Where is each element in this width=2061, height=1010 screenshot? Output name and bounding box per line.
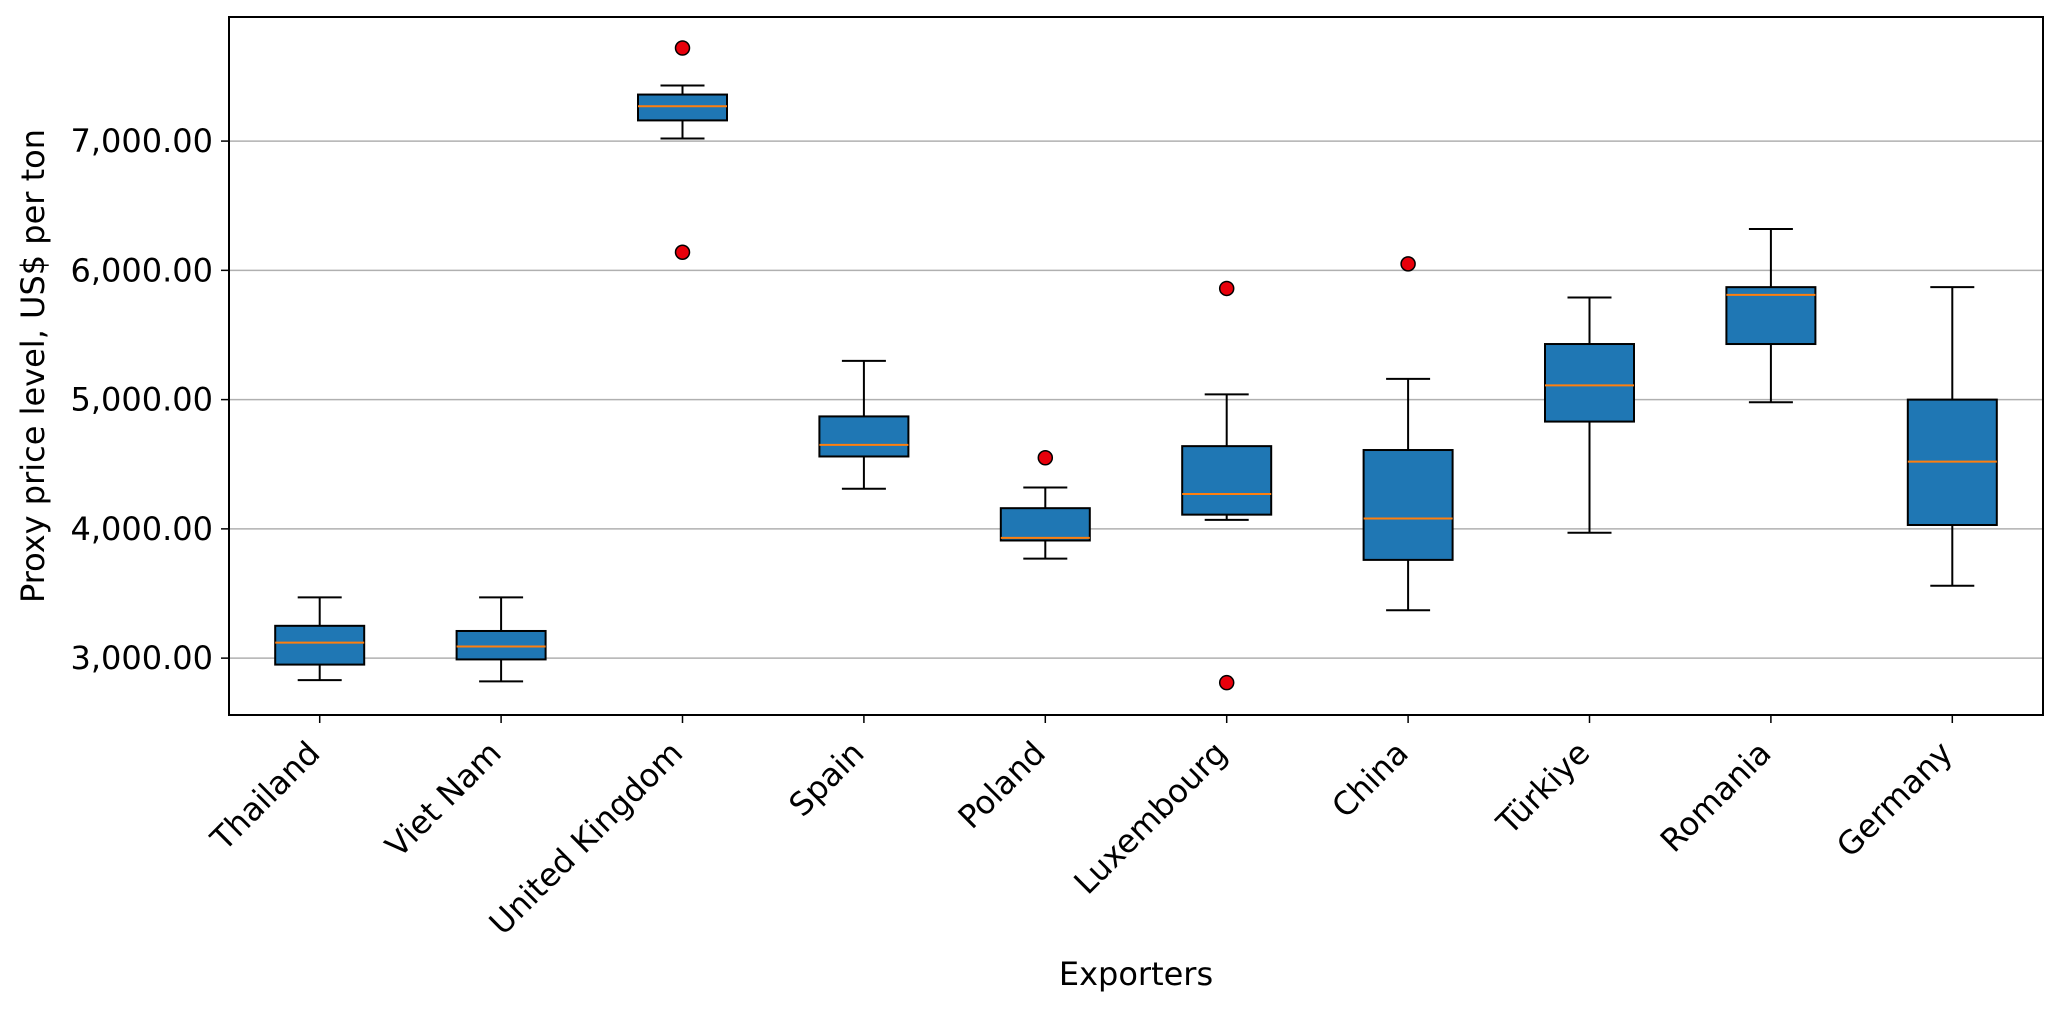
box-group: [274, 596, 366, 682]
x-tick-label: Viet Nam: [378, 734, 509, 865]
x-tick-label: United Kingdom: [482, 734, 690, 942]
box-group: [455, 596, 547, 683]
y-axis-title: Proxy price level, US$ per ton: [14, 129, 52, 603]
x-tick-label: Spain: [781, 734, 871, 824]
box-iqr: [1362, 449, 1454, 561]
grid-lines: [229, 140, 2043, 659]
x-tick-label: Romania: [1653, 734, 1779, 860]
box-series: [274, 40, 1998, 691]
outlier-point: [1037, 450, 1054, 466]
box-iqr: [1544, 343, 1635, 423]
plot-frame: [228, 16, 2044, 716]
outlier-point: [1218, 280, 1235, 297]
y-axis-ticks: 3,000.00 4,000.00 5,000.00 6,000.00 7,000.00: [71, 122, 229, 677]
box-group: [637, 40, 728, 261]
y-tick-label: 4,000.00: [71, 510, 214, 548]
box-group: [1725, 227, 1817, 404]
box-iqr: [274, 624, 366, 666]
x-tick-label: Luxembourg: [1066, 734, 1234, 902]
x-tick-label: Thailand: [203, 734, 328, 859]
box-iqr: [455, 629, 547, 661]
box-iqr: [637, 93, 728, 122]
x-tick-label: Germany: [1829, 734, 1960, 865]
y-tick-label: 7,000.00: [71, 122, 214, 160]
box-group: [1544, 296, 1635, 534]
box-group: [818, 359, 910, 490]
y-tick-label: 3,000.00: [71, 639, 214, 677]
box-iqr: [999, 507, 1091, 542]
x-tick-label: China: [1324, 734, 1416, 826]
outlier-point: [1218, 674, 1235, 691]
x-tick-label: Poland: [951, 734, 1053, 836]
box-group: [1181, 280, 1273, 691]
x-tick-label: Türkiye: [1489, 734, 1598, 843]
outlier-point: [674, 244, 691, 261]
outlier-point: [1400, 256, 1416, 272]
y-tick-label: 6,000.00: [71, 251, 214, 289]
box-group: [1906, 286, 1998, 587]
y-tick-label: 5,000.00: [71, 381, 214, 419]
x-axis-title: Exporters: [1059, 955, 1213, 993]
box-group: [999, 450, 1091, 560]
box-iqr: [1725, 286, 1817, 346]
outlier-point: [674, 40, 691, 56]
box-iqr: [818, 415, 910, 458]
box-iqr: [1181, 445, 1273, 516]
box-group: [1362, 256, 1454, 612]
